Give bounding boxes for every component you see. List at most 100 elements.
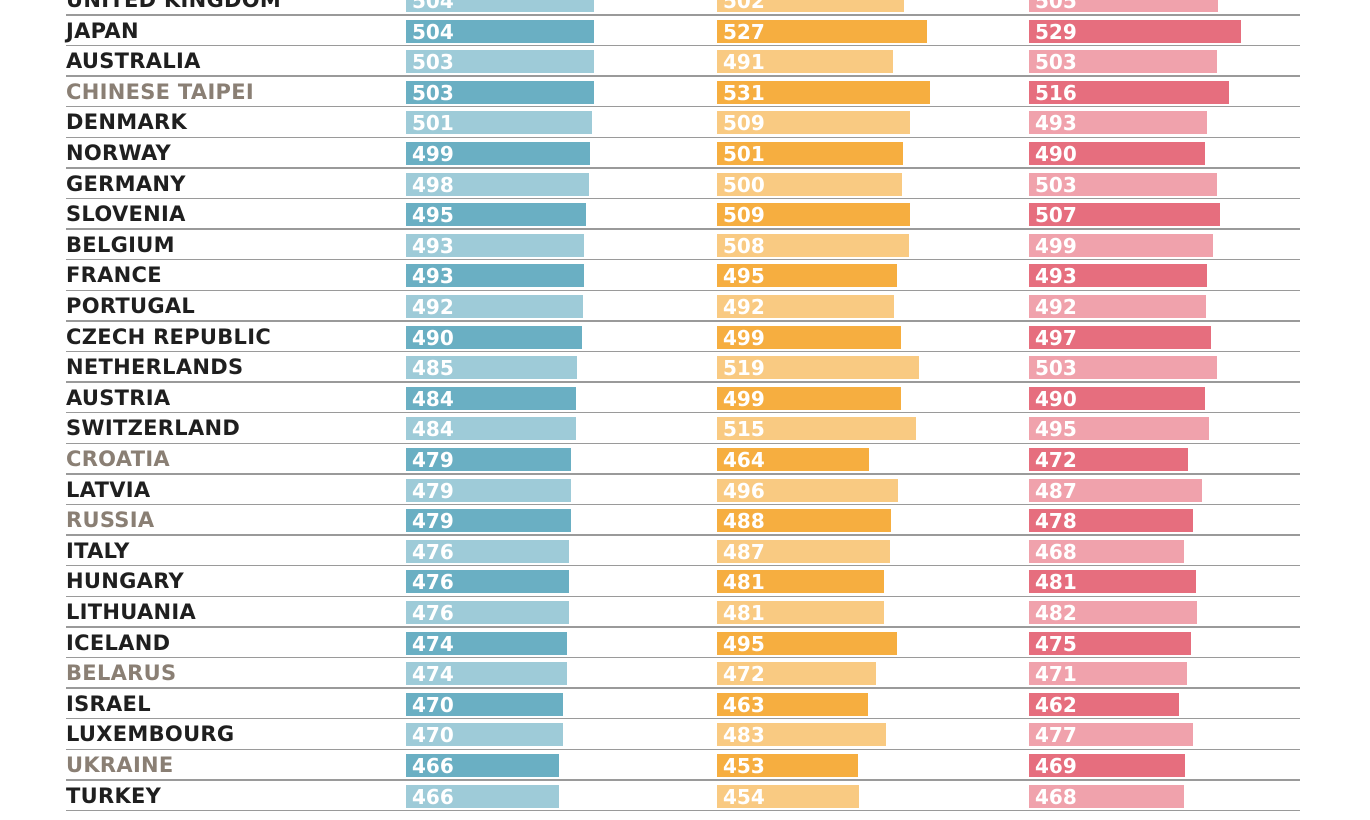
bar-series3: 499	[1029, 233, 1213, 258]
bar-series3: 487	[1029, 478, 1202, 503]
row-divider	[66, 106, 1300, 108]
bar-series3: 475	[1029, 631, 1191, 656]
bar-series3: 507	[1029, 203, 1221, 228]
row-divider	[66, 289, 1300, 291]
bar-value-label: 499	[1035, 233, 1077, 258]
bar-series1: 474	[406, 662, 567, 686]
bar-value-label: 481	[723, 570, 765, 595]
row-divider	[66, 534, 1300, 536]
table-row: GERMANY 498 500 503	[0, 169, 1370, 200]
bar-series3: 477	[1029, 723, 1193, 748]
bar-value-label: 501	[723, 142, 765, 166]
row-divider	[66, 412, 1300, 414]
bar-series2: 481	[717, 601, 885, 625]
country-label: ICELAND	[66, 630, 171, 655]
bar-value-label: 493	[412, 264, 454, 289]
bar-series1: 479	[406, 448, 572, 472]
bar-series2: 464	[717, 448, 869, 472]
table-row: SWITZERLAND 484 515 495	[0, 413, 1370, 444]
bar-value-label: 469	[1035, 754, 1077, 778]
bar-series2: 531	[717, 80, 931, 105]
bar-series2: 495	[717, 631, 898, 656]
bar-series3: 529	[1029, 19, 1241, 44]
bar-series2: 527	[717, 19, 927, 44]
bar-series3: 503	[1029, 172, 1217, 197]
bar-value-label: 482	[1035, 601, 1077, 625]
bar-value-label: 483	[723, 723, 765, 748]
bar-series2: 495	[717, 264, 898, 288]
bar-series2: 502	[717, 0, 904, 13]
bar-value-label: 490	[1035, 386, 1077, 411]
bar-series3: 495	[1029, 417, 1210, 441]
country-label: CZECH REPUBLIC	[66, 324, 272, 349]
country-label: SWITZERLAND	[66, 416, 241, 441]
bar-value-label: 531	[723, 80, 765, 105]
row-divider	[66, 656, 1300, 659]
country-label: BELGIUM	[66, 232, 175, 257]
table-row: LITHUANIA 476 481 482	[0, 597, 1370, 628]
bar-series3: 503	[1029, 356, 1217, 380]
bar-value-label: 527	[723, 19, 765, 44]
bar-series3: 503	[1029, 50, 1217, 75]
country-label: NORWAY	[66, 141, 172, 165]
country-label: LITHUANIA	[66, 600, 197, 624]
bar-value-label: 493	[412, 233, 454, 258]
bar-series3: 472	[1029, 448, 1188, 472]
table-row: LUXEMBOURG 470 483 477	[0, 719, 1370, 750]
bar-value-label: 499	[723, 325, 765, 350]
country-label: NETHERLANDS	[66, 355, 244, 380]
row-divider	[66, 259, 1300, 261]
bar-series3: 492	[1029, 295, 1207, 319]
bar-value-label: 507	[1035, 203, 1077, 228]
bar-value-label: 472	[723, 662, 765, 687]
bar-value-label: 488	[723, 509, 765, 534]
table-row: BELGIUM 493 508 499	[0, 230, 1370, 261]
bar-value-label: 481	[1035, 570, 1077, 595]
row-divider	[66, 320, 1300, 322]
bar-series1: 498	[406, 172, 589, 197]
row-divider	[66, 228, 1300, 230]
bar-value-label: 485	[412, 356, 454, 381]
table-row: LATVIA 479 496 487	[0, 475, 1370, 506]
bar-series3: 468	[1029, 539, 1185, 564]
bar-value-label: 453	[723, 754, 765, 778]
bar-value-label: 515	[723, 417, 765, 442]
bar-value-label: 501	[412, 111, 454, 136]
table-row: RUSSIA 479 488 478	[0, 505, 1370, 536]
country-label: AUSTRIA	[66, 385, 171, 410]
bar-value-label: 479	[412, 478, 454, 503]
country-label: CHINESE TAIPEI	[66, 79, 255, 104]
bar-series1: 503	[406, 50, 594, 74]
bar-value-label: 477	[1035, 723, 1077, 748]
bar-series1: 479	[406, 478, 572, 503]
bar-series2: 519	[717, 356, 920, 381]
bar-value-label: 503	[1035, 50, 1077, 75]
bar-series1: 499	[406, 142, 590, 166]
bar-value-label: 479	[412, 509, 454, 534]
bar-series1: 484	[406, 417, 576, 441]
country-label: GERMANY	[66, 171, 186, 196]
country-label: PORTUGAL	[66, 294, 196, 318]
country-label: UNITED KINGDOM	[66, 0, 282, 12]
bar-value-label: 487	[1035, 478, 1077, 503]
bar-series2: 508	[717, 233, 910, 258]
bar-value-label: 500	[723, 172, 765, 197]
row-divider	[66, 626, 1300, 628]
row-divider	[66, 748, 1300, 750]
bar-series1: 495	[406, 203, 587, 227]
bar-series2: 509	[717, 203, 910, 227]
bar-series1: 504	[406, 0, 595, 13]
bar-value-label: 487	[723, 539, 765, 564]
bar-series2: 501	[717, 142, 903, 166]
bar-series3: 481	[1029, 570, 1197, 595]
bar-value-label: 519	[723, 356, 765, 381]
bar-value-label: 508	[723, 233, 765, 258]
bar-value-label: 503	[412, 80, 454, 105]
bar-series3: 482	[1029, 601, 1198, 625]
bar-value-label: 503	[1035, 172, 1077, 197]
row-divider	[66, 595, 1300, 597]
table-row: PORTUGAL 492 492 492	[0, 291, 1370, 322]
bar-value-label: 476	[412, 570, 454, 595]
bar-value-label: 470	[412, 723, 454, 748]
bar-value-label: 492	[412, 295, 454, 319]
